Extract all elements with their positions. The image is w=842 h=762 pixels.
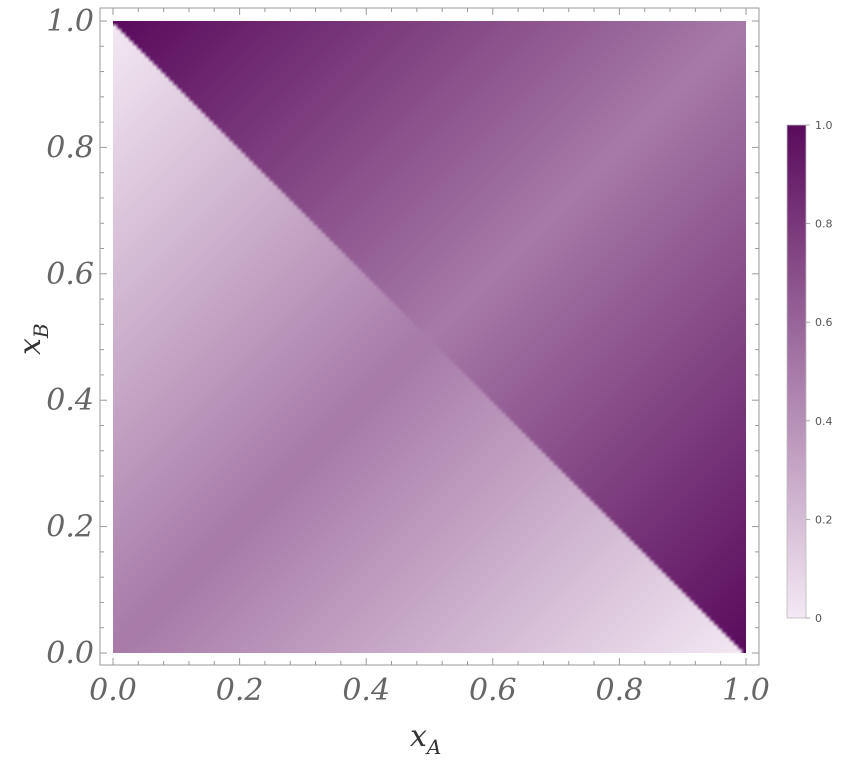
heatmap-image [113,21,746,653]
x-tick-label: 1.0 [722,673,770,708]
x-axis-label-base: x [410,719,427,754]
y-tick-labels: 0.0 0.2 0.4 0.6 0.8 1.0 [46,4,94,671]
x-tick-label: 0.6 [469,673,517,708]
heatmap-surface [113,21,746,653]
x-axis-label: xA [410,719,441,759]
x-tick-label: 0.0 [89,673,137,708]
y-axis-label: xB [13,323,53,355]
y-tick-label: 0.8 [46,130,94,165]
y-tick-label: 1.0 [46,4,94,39]
colorbar-bar [786,124,807,619]
x-tick-label: 0.8 [596,673,644,708]
plot-frame [99,7,760,666]
colorbar-tick-label: 0.4 [815,415,833,428]
x-axis-label-sub: A [425,735,441,759]
x-tick-labels: 0.0 0.2 0.4 0.6 0.8 1.0 [89,673,770,708]
colorbar-tick-label: 0.6 [815,316,833,329]
colorbar-tick-label: 1.0 [815,119,833,132]
y-axis-label-sub: B [29,323,53,339]
y-tick-label: 0.0 [46,636,94,671]
y-tick-label: 0.4 [46,383,94,418]
x-tick-label: 0.2 [216,673,264,708]
colorbar-tick-label: 0.8 [815,218,833,231]
axis-ticks [100,8,759,665]
x-tick-label: 0.4 [342,673,390,708]
y-tick-label: 0.6 [46,257,94,292]
colorbar-tick-label: 0 [815,612,822,625]
colorbar-ticks: 0 0.2 0.4 0.6 0.8 1.0 [806,119,833,625]
colorbar-tick-label: 0.2 [815,513,833,526]
y-axis-label-base: x [13,338,48,355]
y-tick-label: 0.2 [46,510,94,545]
colorbar: 0 0.2 0.4 0.6 0.8 1.0 [786,119,833,625]
